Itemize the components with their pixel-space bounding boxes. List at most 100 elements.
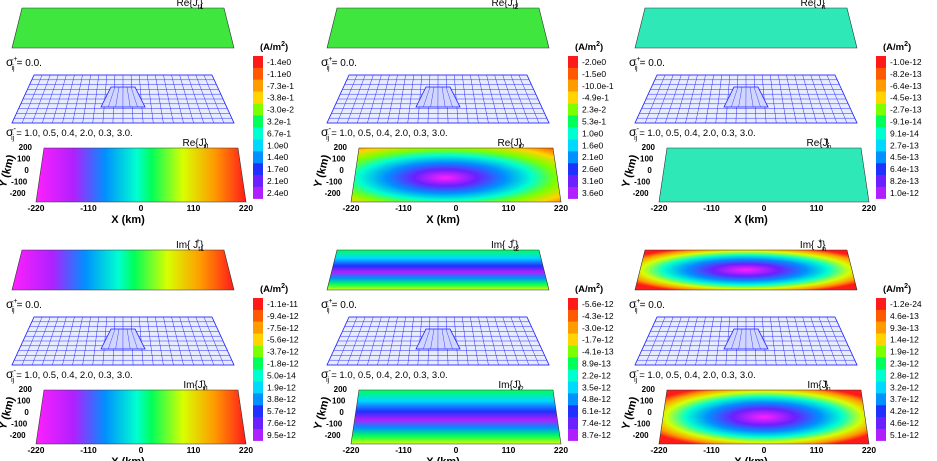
legend-entry: 1.0e0 (267, 140, 289, 150)
legend-entry: 3.2e-12 (890, 382, 919, 392)
legend-swatch (876, 163, 886, 176)
y-tick-label: -100 (11, 178, 28, 187)
top-label: Re{Jt1+} (177, 0, 204, 11)
legend-swatch (253, 175, 263, 187)
panel-Im-t1: Im{ Jt1+} σ+ ij = 0.0. σ-ij = 1.0, 0.5, 0.4, … (0, 238, 299, 461)
top-label: Im{ Jn+} (800, 238, 826, 253)
x-tick-label: 110 (810, 203, 824, 213)
bottom-label: Im{Jt2-} (498, 378, 523, 393)
bottom-surface (35, 389, 247, 445)
bottom-label: Re{Jn-} (806, 136, 831, 151)
x-tick-label: -110 (80, 203, 97, 213)
legend-swatch (253, 321, 263, 334)
x-tick-label: 0 (762, 445, 767, 455)
legend-entry: 2.3e-12 (890, 359, 919, 369)
legend-swatch (568, 139, 578, 152)
legend-swatch (253, 428, 263, 441)
x-tick-label: 0 (454, 203, 459, 213)
legend-unit: (A/m2) (575, 41, 603, 53)
legend-entry: 4.8e-12 (582, 394, 611, 404)
legend-swatch (876, 79, 886, 92)
top-label: Im{ Jt1+} (176, 238, 204, 253)
y-tick-label: 100 (640, 397, 654, 406)
legend-unit: (A/m2) (883, 41, 911, 53)
legend-entry: -2.7e-13 (890, 105, 922, 115)
x-tick-label: -220 (650, 445, 667, 455)
legend-swatch (253, 417, 263, 429)
legend-entry: 1.7e0 (267, 164, 289, 174)
legend-swatch (253, 56, 263, 68)
y-tick-label: -200 (10, 189, 27, 198)
x-tick-label: -220 (342, 203, 359, 213)
legend-swatch (253, 405, 263, 418)
legend-swatch (876, 381, 886, 394)
legend-entry: 3.6e0 (582, 188, 604, 198)
legend-swatch (876, 67, 886, 80)
x-axis-label: X (km) (734, 214, 768, 226)
legend-swatch (568, 79, 578, 92)
legend-swatch (568, 393, 578, 406)
legend-entry: -5.6e-12 (267, 335, 299, 345)
legend-swatch (876, 139, 886, 152)
legend-entry: 4.5e-13 (890, 152, 919, 162)
legend-swatch (253, 333, 263, 346)
x-tick-label: -110 (395, 203, 412, 213)
y-tick-label: 0 (647, 166, 652, 175)
top-surface (11, 249, 235, 291)
legend-swatch (253, 381, 263, 394)
legend-entry: -4.3e-12 (582, 311, 614, 321)
legend-swatch (876, 405, 886, 418)
x-tick-label: 0 (139, 445, 144, 455)
legend-entry: -3.0e-2 (267, 105, 294, 115)
legend-swatch (568, 298, 578, 310)
x-tick-label: 0 (139, 203, 144, 213)
y-tick-label: -100 (634, 178, 651, 187)
x-tick-label: 110 (187, 445, 201, 455)
x-tick-label: -220 (27, 445, 44, 455)
legend-swatch (568, 67, 578, 80)
top-surface (634, 249, 858, 291)
legend-swatch (876, 115, 886, 128)
sigma-upper-label: σ+ ij = 0.0. (629, 55, 665, 72)
legend-swatch (568, 405, 578, 418)
y-tick-label: -200 (10, 431, 27, 440)
legend-swatch (253, 309, 263, 322)
legend-swatch (568, 381, 578, 394)
legend-entry: -5.6e-12 (582, 299, 614, 309)
top-surface (326, 7, 550, 49)
legend-entry: 1.9e-12 (267, 382, 296, 392)
mesh-grid (326, 74, 550, 124)
x-tick-label: 110 (502, 445, 516, 455)
sigma-upper-label: σ+ ij = 0.0. (629, 297, 665, 314)
y-tick-label: 200 (642, 385, 656, 394)
y-tick-label: -200 (633, 189, 650, 198)
sigma-upper-label: σ+ ij = 0.0. (6, 55, 42, 72)
x-axis-label: X (km) (111, 456, 145, 461)
legend-swatch (253, 79, 263, 92)
legend-swatch (876, 56, 886, 68)
x-tick-label: -110 (395, 445, 412, 455)
x-tick-label: 0 (762, 203, 767, 213)
y-tick-label: 100 (332, 155, 346, 164)
y-tick-label: -200 (325, 189, 342, 198)
legend-entry: -3.8e-1 (267, 93, 294, 103)
legend-entry: 6.1e-12 (582, 406, 611, 416)
y-tick-label: -100 (634, 420, 651, 429)
bottom-surface (658, 389, 870, 445)
x-tick-label: 220 (554, 445, 568, 455)
sigma-upper-label: σ+ ij = 0.0. (321, 297, 357, 314)
legend-swatch (253, 357, 263, 370)
legend-swatch (876, 151, 886, 164)
legend-entry: 2.4e0 (267, 188, 289, 198)
legend-entry: -1.2e-24 (890, 299, 922, 309)
mesh-grid (11, 316, 235, 366)
legend-entry: 3.5e-12 (582, 382, 611, 392)
legend-swatch (568, 333, 578, 346)
legend-entry: 3.8e-12 (267, 394, 296, 404)
top-label: Re{Jt2+} (492, 0, 519, 11)
y-tick-label: 200 (642, 143, 656, 152)
legend-entry: 4.6e-12 (890, 418, 919, 428)
legend-entry: 8.9e-13 (582, 359, 611, 369)
y-tick-label: 0 (647, 408, 652, 417)
legend-swatch (568, 369, 578, 382)
